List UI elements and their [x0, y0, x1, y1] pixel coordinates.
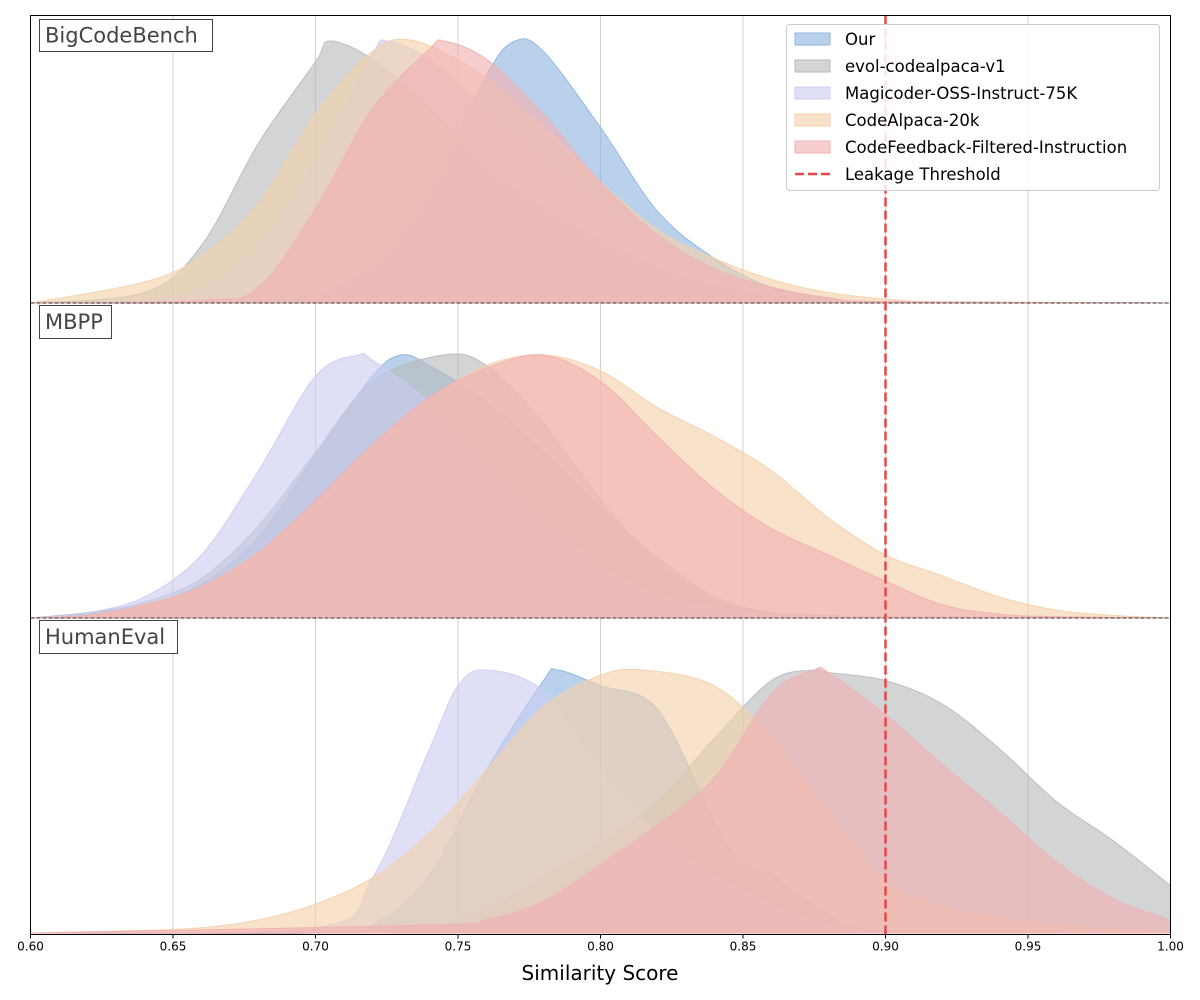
x-tick-label: 0.70: [302, 940, 329, 954]
panel-label-mbpp: MBPP: [39, 305, 112, 339]
panel-label-bigcodebench: BigCodeBench: [39, 19, 213, 52]
panel-label-humaneval: HumanEval: [39, 620, 178, 654]
x-tick-label: 0.60: [17, 940, 44, 954]
legend-label: Our: [845, 30, 875, 49]
panel-label-text: HumanEval: [45, 625, 165, 649]
legend-item: CodeAlpaca-20k: [794, 111, 980, 130]
legend-label: CodeFeedback-Filtered-Instruction: [845, 138, 1127, 157]
panel-bigcodebench-areas: [30, 38, 1171, 304]
panel-labels: BigCodeBench MBPP HumanEval: [39, 19, 213, 654]
legend-swatch: [794, 86, 831, 100]
x-axis-ticks: 0.60 0.65 0.70 0.75 0.80 0.85 0.90 0.95 1.00: [17, 934, 1184, 954]
legend-swatch: [794, 32, 831, 46]
x-tick-label: 1.00: [1157, 940, 1184, 954]
legend-item: evol-codealpaca-v1: [794, 57, 1006, 76]
x-tick-label: 0.65: [160, 940, 187, 954]
legend-label: CodeAlpaca-20k: [845, 111, 980, 130]
legend-item: Leakage Threshold: [795, 165, 1001, 184]
legend-item: Our: [794, 30, 875, 49]
legend-label: evol-codealpaca-v1: [845, 57, 1006, 76]
panel-label-box: [39, 305, 112, 339]
panel-label-text: MBPP: [45, 310, 103, 334]
legend-swatch: [794, 113, 831, 127]
panel-baselines: [30, 302, 1171, 619]
panel-label-box: [39, 19, 213, 52]
legend-label: Leakage Threshold: [845, 165, 1001, 184]
x-tick-label: 0.85: [730, 940, 757, 954]
panel-humaneval-areas: [30, 666, 1171, 935]
x-tick-label: 0.80: [587, 940, 614, 954]
legend-swatch: [794, 59, 831, 73]
density-area-codefeedback-filtered-instruction: [30, 39, 1171, 304]
legend: Our evol-codealpaca-v1 Magicoder-OSS-Instr…: [786, 24, 1160, 191]
panel-label-text: BigCodeBench: [45, 24, 198, 48]
legend-box: [786, 24, 1160, 191]
x-axis-label: Similarity Score: [522, 961, 679, 985]
legend-label: Magicoder-OSS-Instruct-75K: [845, 84, 1078, 103]
x-tick-label: 0.90: [872, 940, 899, 954]
x-tick-label: 0.95: [1015, 940, 1042, 954]
density-area-codefeedback-filtered-instruction: [30, 354, 1171, 619]
x-tick-label: 0.75: [445, 940, 472, 954]
panel-mbpp-areas: [30, 352, 1171, 619]
legend-swatch: [794, 140, 831, 154]
legend-item: CodeFeedback-Filtered-Instruction: [794, 138, 1127, 157]
legend-item: Magicoder-OSS-Instruct-75K: [794, 84, 1078, 103]
panel-label-box: [39, 620, 178, 654]
